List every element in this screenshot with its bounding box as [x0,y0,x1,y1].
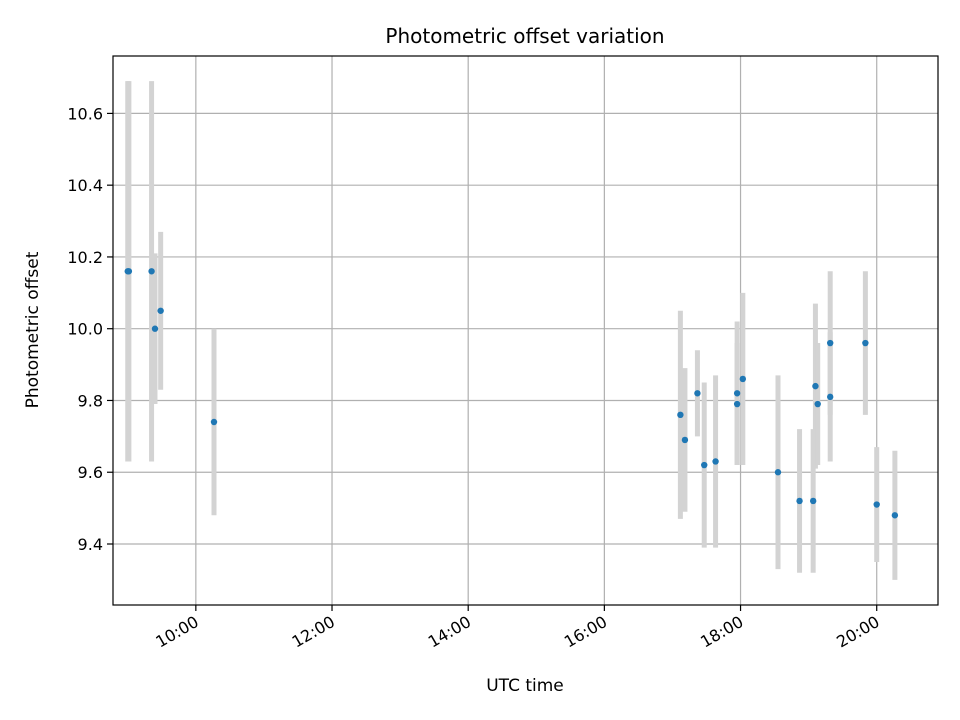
data-point [809,497,817,505]
x-tick-label: 14:00 [425,612,474,652]
x-axis-ticks: 10:00 12:00 14:00 16:00 18:00 20:00 [152,605,883,652]
data-point [774,469,782,476]
data-point [891,512,899,519]
data-point [733,390,741,397]
x-tick-label: 12:00 [289,612,338,652]
data-point [733,400,741,408]
chart-title: Photometric offset variation [385,24,664,48]
data-point [814,400,821,408]
data-point [694,390,701,397]
x-axis-label: UTC time [486,676,564,696]
y-tick-label: 9.8 [78,391,103,410]
y-tick-label: 10.0 [67,320,103,339]
x-tick-label: 16:00 [561,612,610,652]
data-points [124,268,899,519]
x-tick-label: 18:00 [697,612,746,652]
data-point [677,411,684,419]
data-point [862,339,869,347]
y-axis-ticks: 9.4 9.6 9.8 10.0 10.2 10.4 10.6 [67,104,113,554]
data-point [826,393,834,401]
data-point [796,497,803,505]
data-point [151,325,159,332]
y-tick-label: 10.2 [67,248,103,267]
data-point [826,339,834,347]
data-point [712,458,719,465]
data-point [812,382,819,390]
data-point [125,268,133,275]
y-tick-label: 9.4 [78,535,103,554]
data-point [157,307,164,314]
y-axis-label: Photometric offset [23,251,43,408]
plot-frame [112,55,939,606]
data-point [148,268,155,275]
x-tick-label: 10:00 [152,612,201,652]
data-point [701,461,708,469]
data-point [681,436,689,444]
data-point [739,375,747,383]
y-tick-label: 10.6 [67,104,103,123]
data-point [873,501,880,508]
y-tick-label: 10.4 [67,176,103,195]
y-tick-label: 9.6 [78,463,103,482]
data-point [210,418,218,426]
x-tick-label: 20:00 [833,612,882,652]
error-bars [125,81,898,580]
